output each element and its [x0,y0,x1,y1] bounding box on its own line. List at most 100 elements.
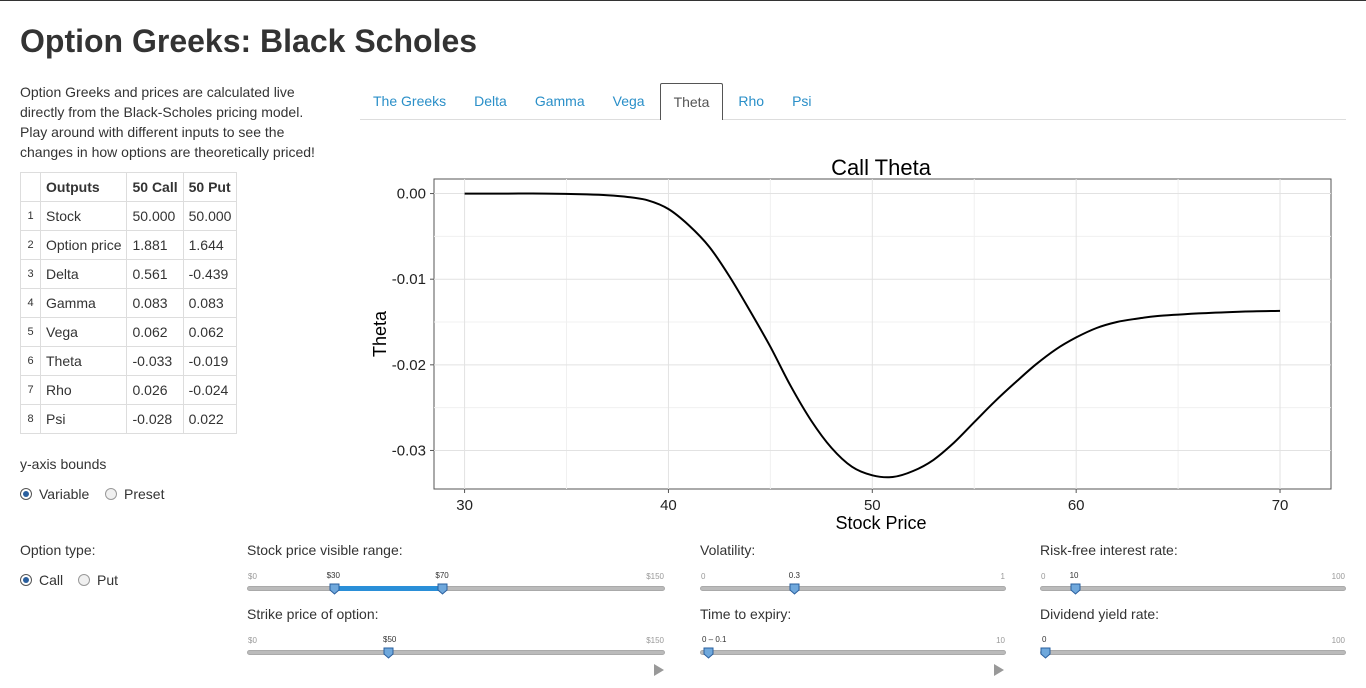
table-cell: Rho [39,375,128,405]
strike-label: Strike price of option: [247,606,379,622]
table-cell: 0.062 [182,317,238,347]
table-cell: Theta [39,346,128,376]
slider-min-label: 0 [701,572,706,581]
table-row: 5 Vega 0.062 0.062 [20,317,238,347]
table-cell: Psi [39,404,128,434]
page-description: Option Greeks and prices are calculated … [20,84,315,160]
page-title: Option Greeks: Black Scholes [20,23,478,59]
chart-title: Call Theta [831,155,932,180]
tab-the-greeks[interactable]: The Greeks [373,93,447,109]
option-type-put-radio[interactable]: Put [78,572,118,588]
tab-psi[interactable]: Psi [792,93,812,109]
table-cell: 1.881 [126,230,184,260]
risk-free-slider[interactable]: 0 100 10 [1040,555,1346,595]
table-cell: 1.644 [182,230,238,260]
table-cell: Vega [39,317,128,347]
slider-value-label: 0 – 0.1 [702,635,727,644]
slider-max-label: $150 [646,636,664,645]
y-axis-bounds-label: y-axis bounds [20,456,107,472]
table-cell: -0.033 [126,346,184,376]
radio-icon[interactable] [20,488,32,500]
y-tick-label: -0.01 [392,271,426,288]
slider-value-label: 10 [1069,571,1079,580]
x-tick-label: 30 [456,497,473,514]
table-cell: 5 [20,317,41,347]
table-cell: 0.026 [126,375,184,405]
slider-value-label: $50 [383,635,397,644]
slider-handle[interactable] [1070,582,1081,595]
slider-min-label: $0 [248,572,257,581]
expiry-slider[interactable]: 10 0 – 0.1 [700,619,1006,659]
strike-slider[interactable]: $0 $150 $50 [247,619,665,659]
table-row: 1 Stock 50.000 50.000 [20,201,238,231]
slider-handle-from[interactable] [329,582,340,595]
tab-gamma[interactable]: Gamma [534,93,585,109]
table-cell: -0.024 [182,375,238,405]
slider-track[interactable] [700,650,1006,655]
slider-handle[interactable] [383,646,394,659]
table-cell: 1 [20,201,41,231]
table-cell: 2 [20,230,41,260]
radio-label: Call [39,572,64,588]
slider-handle[interactable] [703,646,714,659]
radio-label: Preset [124,486,165,502]
option-type-label: Option type: [20,542,96,558]
table-row: 8 Psi -0.028 0.022 [20,404,238,434]
y-bounds-variable-radio[interactable]: Variable [20,486,89,502]
table-cell: 0.561 [126,259,184,289]
y-tick-label: 0.00 [397,186,426,203]
volatility-label: Volatility: [700,542,756,558]
play-icon[interactable] [994,664,1004,676]
table-header: 50 Call [126,172,184,202]
stock-range-slider[interactable]: $0 $150 $30 $70 [247,555,665,595]
tab-vega[interactable]: Vega [612,93,645,109]
y-tick-label: -0.02 [392,357,426,374]
slider-max-label: 100 [1331,636,1345,645]
slider-value-label: 0 [1042,635,1047,644]
table-cell: 0.062 [126,317,184,347]
radio-label: Put [97,572,119,588]
table-row: 6 Theta -0.033 -0.019 [20,346,238,376]
slider-selected-range [333,586,443,591]
slider-track[interactable] [247,650,665,655]
radio-label: Variable [39,486,90,502]
radio-icon[interactable] [105,488,117,500]
table-row: 2 Option price 1.881 1.644 [20,230,238,260]
dividend-slider[interactable]: 100 0 [1040,619,1346,659]
slider-track[interactable] [247,586,665,591]
table-cell: 7 [20,375,41,405]
slider-handle[interactable] [789,582,800,595]
slider-handle[interactable] [1040,646,1051,659]
dividend-label: Dividend yield rate: [1040,606,1160,622]
x-tick-label: 50 [864,497,881,514]
slider-max-label: 10 [996,636,1005,645]
table-header: 50 Put [182,172,238,202]
slider-track[interactable] [1040,650,1346,655]
radio-icon[interactable] [78,574,90,586]
y-bounds-preset-radio[interactable]: Preset [105,486,164,502]
table-cell: 50.000 [126,201,184,231]
theta-chart: Call Theta 0.00 -0.01 -0.02 -0.03 30 40 50 60 7… [370,155,1332,533]
table-cell: 8 [20,404,41,434]
slider-handle-to[interactable] [437,582,448,595]
slider-track[interactable] [1040,586,1346,591]
plot-area [433,178,1332,490]
table-cell: 0.083 [182,288,238,318]
table-cell: 6 [20,346,41,376]
table-cell: Gamma [39,288,128,318]
tab-theta[interactable]: Theta [659,83,724,120]
tab-rho[interactable]: Rho [738,93,765,109]
table-header: Outputs [39,172,128,202]
radio-icon[interactable] [20,574,32,586]
slider-max-label: 1 [1000,572,1005,581]
outputs-table: Outputs 50 Call 50 Put 1 Stock 50.000 50.00… [20,172,238,434]
volatility-slider[interactable]: 0 1 0.3 [700,555,1006,595]
tab-delta[interactable]: Delta [474,93,507,109]
table-row: 7 Rho 0.026 -0.024 [20,375,238,405]
table-cell: 3 [20,259,41,289]
expiry-label: Time to expiry: [700,606,792,622]
play-icon[interactable] [654,664,664,676]
slider-min-label: $0 [248,636,257,645]
option-type-call-radio[interactable]: Call [20,572,63,588]
slider-track[interactable] [700,586,1006,591]
